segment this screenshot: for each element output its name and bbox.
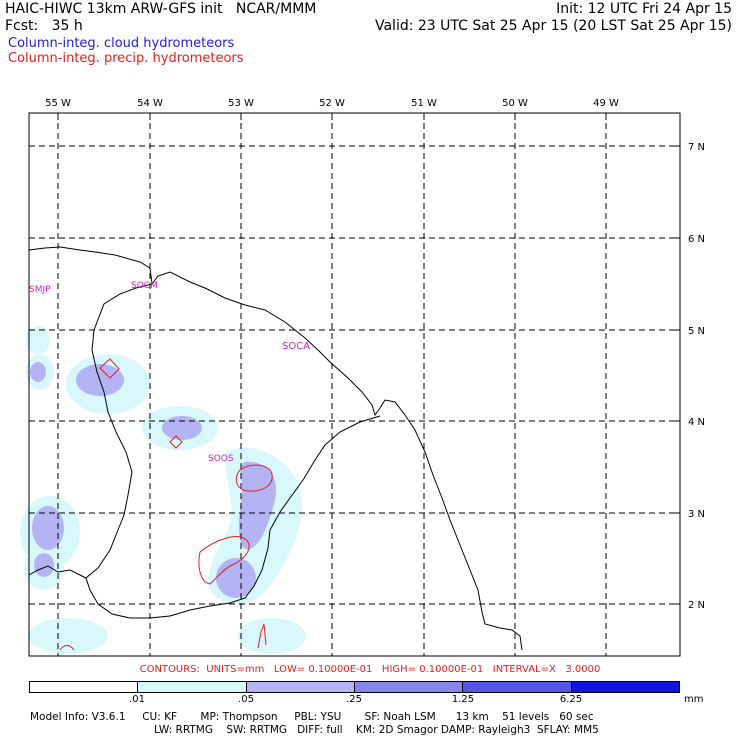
colorbar-bin (138, 682, 247, 692)
lat-label: 2 N (688, 600, 705, 611)
station-label: SMJP (29, 285, 51, 295)
station-label: SOCM (131, 281, 158, 291)
lon-label: 52 W (319, 98, 345, 109)
forecast-hour: Fcst: 35 h (5, 18, 83, 34)
colorbar-bin (463, 682, 572, 692)
colorbar-bin (571, 682, 679, 692)
lon-label: 50 W (502, 98, 528, 109)
coastline (28, 246, 523, 651)
station-label: SOOS (208, 454, 234, 464)
colorbar-tick: .25 (346, 694, 362, 705)
colorbar-unit: mm (684, 694, 704, 705)
lat-label: 4 N (688, 417, 705, 428)
colorbar-tick: .01 (129, 694, 145, 705)
lat-label: 6 N (688, 234, 705, 245)
legend-cloud: Column-integ. cloud hydrometeors (8, 36, 235, 51)
model-info-line1: Model Info: V3.6.1 CU: KF MP: Thompson P… (30, 711, 594, 723)
legend-precip: Column-integ. precip. hydrometeors (8, 51, 244, 66)
precip-contours (59, 358, 273, 651)
map-frame (28, 112, 681, 657)
init-time: Init: 12 UTC Fri 24 Apr 15 (556, 1, 732, 17)
lon-label: 54 W (137, 98, 163, 109)
lon-label: 49 W (593, 98, 619, 109)
colorbar-tick: .05 (238, 694, 254, 705)
colorbar-tick: 1.25 (451, 694, 475, 705)
lon-label: 55 W (45, 98, 71, 109)
valid-time: Valid: 23 UTC Sat 25 Apr 15 (20 LST Sat … (374, 18, 732, 34)
colorbar-bin (354, 682, 464, 692)
map-svg: 55 W 54 W 53 W 52 W 51 W 50 W 49 W 7 N 6… (20, 98, 705, 657)
lat-label: 5 N (688, 326, 705, 337)
colorbar-bin (246, 682, 355, 692)
lat-label: 3 N (688, 509, 705, 520)
contour-info: CONTOURS: UNITS=mm LOW= 0.10000E-01 HIGH… (139, 664, 601, 675)
colorbar-ticks: .01 .05 .25 1.25 6.25 (29, 694, 680, 706)
cloud-shading (20, 326, 306, 654)
plot-title: HAIC-HIWC 13km ARW-GFS init NCAR/MMM (5, 1, 317, 17)
lat-label: 7 N (688, 142, 705, 153)
lon-label: 51 W (411, 98, 437, 109)
colorbar-tick: 6.25 (559, 694, 583, 705)
lon-label: 53 W (228, 98, 254, 109)
colorbar-bin (30, 682, 139, 692)
latlon-grid (29, 113, 680, 656)
model-info-line2: LW: RRTMG SW: RRTMG DIFF: full KM: 2D Sm… (154, 724, 599, 736)
colorbar (29, 681, 680, 693)
frame-ticks (57, 113, 680, 605)
station-label: SOCA (282, 341, 310, 352)
